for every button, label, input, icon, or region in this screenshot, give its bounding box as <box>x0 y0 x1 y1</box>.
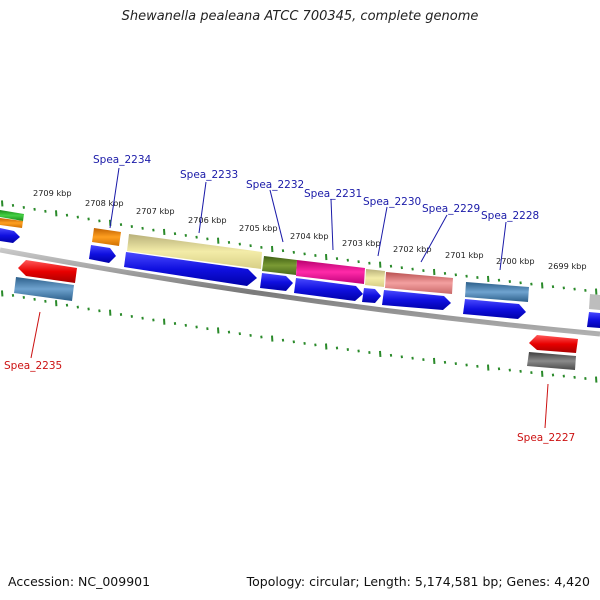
cds-arrow-forward <box>0 228 20 243</box>
genome-summary: Topology: circular; Length: 5,174,581 bp… <box>246 574 590 589</box>
cds-arrow-forward <box>362 288 381 303</box>
forward-cds-track <box>0 228 600 328</box>
feature-spea-2232-olive <box>262 256 297 275</box>
gene-label-spea-2229[interactable]: Spea_2229 <box>422 203 480 215</box>
kbp-label: 2703 kbp <box>342 238 381 248</box>
kbp-label: 2705 kbp <box>239 223 278 233</box>
leader-line <box>420 214 448 263</box>
kbp-label: 2706 kbp <box>188 215 227 225</box>
kbp-label: 2699 kbp <box>548 261 587 271</box>
gene-labels: Spea_2234 Spea_2233 Spea_2232 Spea_2231 … <box>4 154 575 444</box>
leader-line <box>30 311 41 359</box>
cds-arrow-forward <box>463 299 526 319</box>
cds-spea-2227-red <box>529 335 578 353</box>
gene-label-spea-2227[interactable]: Spea_2227 <box>517 432 575 444</box>
leader-line <box>377 206 388 257</box>
forward-feature-track <box>0 210 600 310</box>
cds-spea-2235-red <box>18 260 77 283</box>
accession-label: Accession: NC_009901 <box>8 574 151 589</box>
feature-spea-2235-steel <box>14 277 74 301</box>
gene-label-leaders <box>30 167 549 429</box>
feature-green <box>0 210 24 221</box>
kbp-label: 2701 kbp <box>445 250 484 260</box>
feature-spea-2234-orange <box>92 228 121 246</box>
cds-arrow-forward <box>260 273 293 291</box>
gene-label-spea-2228[interactable]: Spea_2228 <box>481 210 539 222</box>
leader-line <box>198 181 207 234</box>
leader-line <box>109 167 120 229</box>
feature-spea-2227-gray <box>527 352 576 370</box>
gene-label-spea-2235[interactable]: Spea_2235 <box>4 360 62 372</box>
gene-label-spea-2231[interactable]: Spea_2231 <box>304 188 362 200</box>
feature-spea-2230-sand <box>365 269 385 287</box>
leader-line <box>544 383 549 429</box>
gene-label-spea-2234[interactable]: Spea_2234 <box>93 154 152 166</box>
kbp-label: 2708 kbp <box>85 198 124 208</box>
gene-label-spea-2233[interactable]: Spea_2233 <box>180 169 238 181</box>
kbp-scale-labels: 2709 kbp 2708 kbp 2707 kbp 2706 kbp 2705 kbp… <box>33 188 587 271</box>
feature-orange-small <box>0 218 23 228</box>
feature-spea-2233-sand <box>127 234 262 269</box>
cds-arrow-forward <box>294 278 363 301</box>
cds-arrow-forward <box>89 245 116 263</box>
kbp-label: 2707 kbp <box>136 206 175 216</box>
chromosome-backbone <box>0 247 600 337</box>
feature-spea-2229-salmon <box>385 272 453 294</box>
feature-spea-2231-magenta <box>296 260 365 284</box>
gene-label-spea-2230[interactable]: Spea_2230 <box>363 196 421 208</box>
cds-arrow-forward <box>124 252 257 286</box>
kbp-label: 2704 kbp <box>290 231 329 241</box>
cds-arrow-forward <box>382 290 451 310</box>
gene-label-spea-2232[interactable]: Spea_2232 <box>246 179 304 191</box>
kbp-label: 2709 kbp <box>33 188 72 198</box>
reverse-feature-track <box>14 260 578 370</box>
leader-line <box>499 221 507 271</box>
cds-arrow-forward <box>587 312 600 328</box>
kbp-label: 2702 kbp <box>393 244 432 254</box>
leader-line <box>330 198 334 251</box>
leader-line <box>269 189 284 243</box>
feature-gray-edge <box>589 294 600 310</box>
feature-spea-2228-steel <box>465 282 529 302</box>
inner-tick-ring <box>1 290 598 383</box>
kbp-label: 2700 kbp <box>496 256 535 266</box>
map-title: Shewanella pealeana ATCC 700345, complet… <box>121 9 479 24</box>
